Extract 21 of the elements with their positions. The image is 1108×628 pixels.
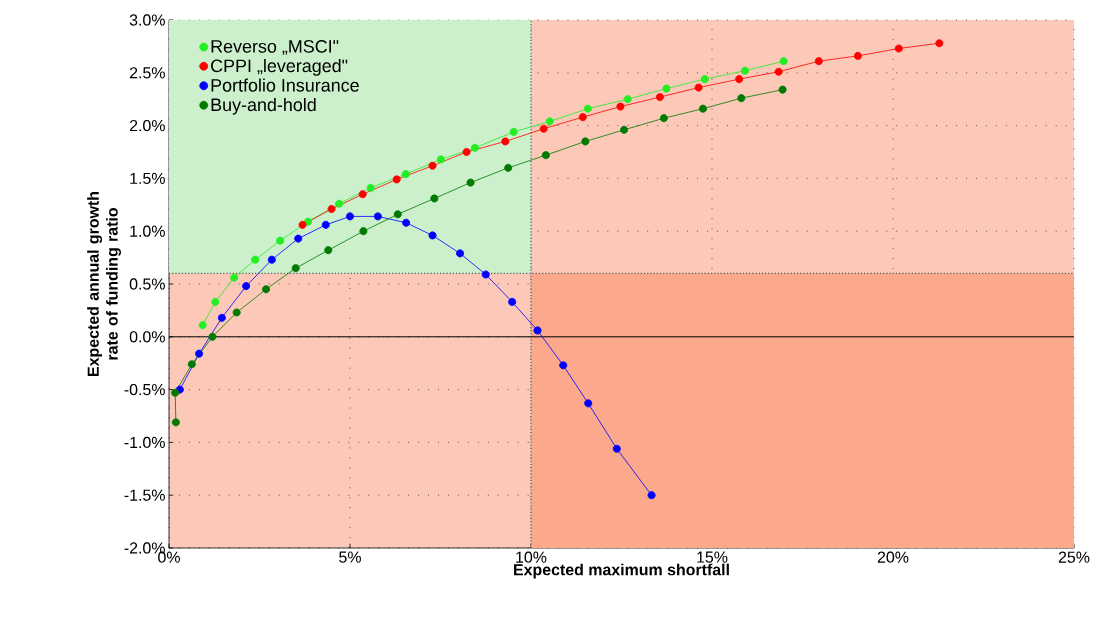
y-tick-label: -0.5%	[124, 383, 165, 396]
x-axis-title: Expected maximum shortfall	[514, 563, 729, 579]
y-tick-label: -1.5%	[124, 489, 165, 501]
y-tick-label: 1.0%	[130, 225, 165, 237]
x-tick-label: 20%	[877, 551, 909, 563]
legend-label: Portfolio Insurance	[211, 78, 359, 92]
y-tick-label: 2.0%	[129, 119, 165, 132]
y-tick-label: -1.0%	[124, 436, 165, 449]
legend-label: Reverso „MSCI"	[211, 40, 339, 55]
y-tick-label: 2.5%	[129, 67, 165, 79]
y-tick-label: 1.5%	[130, 172, 165, 185]
legend-label: CPPI „leveraged"	[211, 59, 348, 76]
y-axis-title: Expected annual growth rate of funding ratio	[87, 191, 121, 376]
x-tick-label: 5%	[339, 551, 361, 563]
y-tick-label: 3.0%	[129, 14, 165, 26]
x-tick-label: 10%	[516, 551, 547, 563]
x-tick-label: 25%	[1058, 551, 1090, 563]
x-tick-label: 15%	[697, 551, 728, 563]
y-tick-label: 0.5%	[129, 278, 165, 290]
y-tick-label: 0.0%	[129, 331, 165, 343]
legend-label: Buy-and-hold	[211, 97, 316, 115]
